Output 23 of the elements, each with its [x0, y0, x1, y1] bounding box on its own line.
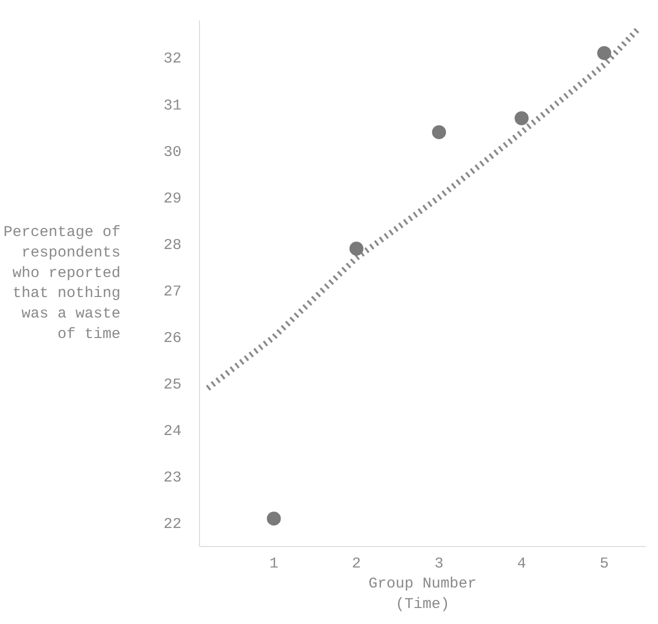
y-tick-label: 30 [163, 144, 182, 161]
y-tick-label: 23 [163, 470, 182, 487]
y-tick-label: 26 [163, 330, 182, 348]
y-tick-label: 24 [163, 423, 182, 440]
point [432, 125, 446, 140]
x-axis-title: Group Number (Time) [368, 576, 477, 613]
y-axis-title: Percentage of respondents who reported that nothing was a waste of time [3, 224, 121, 343]
y-tick-label: 32 [163, 50, 182, 68]
x-tick-label: 5 [600, 556, 609, 572]
y-tick-label: 25 [163, 376, 182, 394]
y-tick-label: 27 [163, 283, 182, 300]
y-tick-label: 29 [163, 190, 182, 208]
point [514, 111, 529, 126]
x-tick-label: 3 [434, 556, 444, 572]
y-tick-label: 22 [163, 516, 182, 534]
y-tick-label: 31 [163, 97, 182, 114]
x-tick-label: 4 [517, 556, 526, 572]
x-tick-label: 1 [269, 556, 278, 572]
point [266, 512, 281, 526]
y-tick-label: 28 [163, 236, 182, 254]
point [597, 46, 612, 60]
x-tick-label: 2 [352, 556, 361, 572]
point [349, 242, 364, 256]
